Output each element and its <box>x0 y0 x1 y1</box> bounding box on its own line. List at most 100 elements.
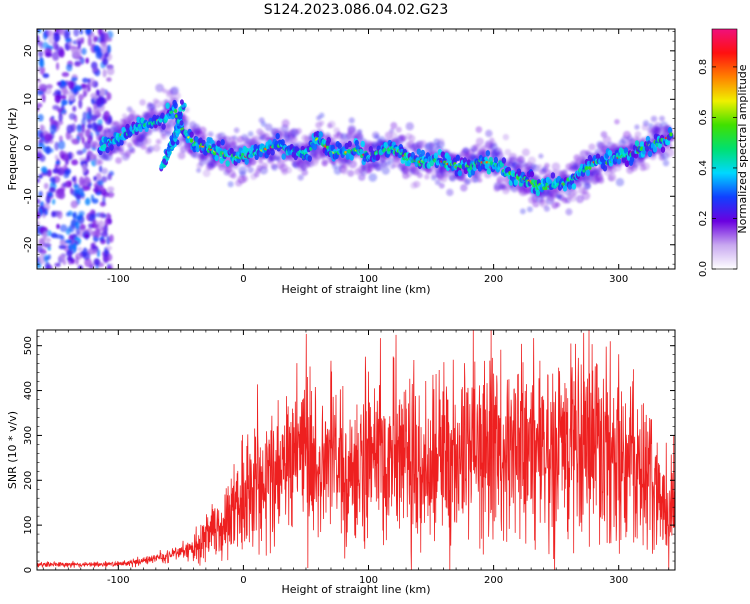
spectrogram-ridge-cell <box>326 137 331 144</box>
spectrogram-halo-cell <box>96 127 103 133</box>
spectrogram-noise-cell <box>61 99 68 106</box>
spectrogram-ridge-cell <box>281 153 286 160</box>
colorbar-frame <box>711 28 738 270</box>
spectrogram-noise-cell <box>85 57 90 64</box>
spectrogram-noise-cell <box>39 131 44 139</box>
spectrogram-halo-cell <box>147 145 154 153</box>
spectrogram-noise-cell <box>66 124 74 134</box>
spectrogram-noise-cell <box>103 115 108 122</box>
spectrogram-noise-cell <box>96 249 101 258</box>
spectrogram-ridge-core <box>192 142 196 147</box>
spectrogram-halo-cell <box>281 119 290 128</box>
spectrogram-noise-cell <box>92 248 98 255</box>
spectrogram-halo-cell <box>162 88 168 94</box>
spectrogram-halo-cell <box>504 148 512 156</box>
spectrogram-halo-cell <box>464 178 472 185</box>
spectrogram-halo-cell <box>607 173 617 182</box>
spectrogram-ridge-cell <box>550 172 556 179</box>
spectrogram-noise-cell <box>59 224 68 232</box>
spectrogram-ridge-cell <box>486 168 492 175</box>
spectrogram-noise-cell <box>82 77 89 83</box>
spectrogram-noise-cell <box>50 232 58 239</box>
spectrogram-ridge-cell <box>665 138 671 146</box>
spectrogram-halo-cell <box>115 157 122 164</box>
spectrogram-ytick-label: 10 <box>23 93 34 106</box>
spectrogram-ridge-cell <box>214 154 219 162</box>
spectrogram-branch-cell <box>179 99 184 105</box>
spectrogram-noise-cell <box>55 160 61 165</box>
spectrogram-ridge-cell <box>253 144 258 151</box>
spectrogram-noise-cell <box>106 77 112 82</box>
snr-axes: -100 0 100 200 300 0 100 200 300 400 500 <box>23 330 675 586</box>
spectrogram-ridge-cell <box>244 158 249 165</box>
spectrogram-noise-cell <box>102 48 107 54</box>
spectrogram-noise-cell <box>83 233 90 239</box>
spectrogram-noise-cell <box>94 185 98 195</box>
spectrogram-noise-cell <box>56 166 65 176</box>
spectrogram-halo-cell <box>233 127 240 133</box>
spectrogram-noise-cell <box>88 107 93 117</box>
spectrogram-noise-cell <box>49 124 57 134</box>
spectrogram-ytick-label: 20 <box>23 44 34 57</box>
spectrogram-halo-cell <box>650 115 658 123</box>
spectrogram-halo-cell <box>642 120 650 127</box>
spectrogram-noise-cell <box>95 51 103 60</box>
spectrogram-noise-cell <box>71 176 76 182</box>
spectrogram-noise-cell <box>45 52 53 58</box>
spectrogram-ridge-cell <box>312 143 317 151</box>
spectrogram-ridge-cell <box>161 123 166 130</box>
spectrogram-noise-cell <box>68 80 75 90</box>
spectrogram-ridge-cell <box>109 144 114 151</box>
snr-ytick-label: 200 <box>23 471 34 490</box>
spectrogram-noise-cell <box>45 237 52 243</box>
colorbar-tick-label: 0.0 <box>698 261 709 277</box>
spectrogram-branch-cell <box>179 120 184 126</box>
spectrogram-ridge-cell <box>383 141 388 149</box>
spectrogram-halo-cell <box>615 178 625 187</box>
spectrogram-noise-cell <box>45 194 51 205</box>
spectrogram-noise-cell <box>92 67 98 72</box>
spectrogram-noise-cell <box>78 157 87 162</box>
spectrogram-ridge-cell <box>165 102 170 109</box>
spectrogram-noise-cell <box>74 184 80 194</box>
spectrogram-ridge-core <box>655 142 659 147</box>
spectrogram-ridge-cell <box>119 139 124 146</box>
spectrogram-ridge-cell <box>623 147 629 154</box>
spectrogram-halo-cell <box>357 129 363 135</box>
spectrogram-halo-cell <box>562 169 568 175</box>
spectrogram-ridge-cell <box>160 112 165 120</box>
spectrogram-noise-cell <box>89 265 94 269</box>
spectrogram-noise-cell <box>91 143 97 149</box>
spectrogram-ridge-cell <box>657 142 663 149</box>
spectrogram-ridge-cell <box>220 139 225 146</box>
spectrogram-noise-cell <box>92 219 97 225</box>
spectrogram-ridge-cell <box>270 149 275 156</box>
spectrogram-noise-cell <box>93 103 97 110</box>
spectrogram-halo-cell <box>537 164 543 170</box>
spectrogram-noise-cell <box>109 234 114 243</box>
spectrogram-noise-cell <box>60 94 67 100</box>
spectrogram-ridge-cell <box>173 102 178 109</box>
spectrogram-noise-cell <box>51 210 56 218</box>
spectrogram-ytick-label: -10 <box>23 188 34 204</box>
spectrogram-halo-cell <box>502 133 510 141</box>
spectrogram-halo-cell <box>519 208 526 215</box>
spectrogram-noise-cell <box>51 198 56 205</box>
spectrogram-halo-cell <box>416 172 423 179</box>
spectrogram-ridge-cell <box>446 155 452 162</box>
spectrogram-halo-cell <box>207 131 214 138</box>
spectrogram-ridge-cell <box>105 146 110 154</box>
spectrogram-ridge-cell <box>607 149 613 157</box>
spectrogram-noise-cell <box>98 220 105 229</box>
spectrogram-noise-cell <box>102 57 109 66</box>
spectrogram-noise-cell <box>106 67 115 76</box>
spectrogram-ridge-cell <box>616 158 622 165</box>
spectrogram-noise-cell <box>42 73 50 79</box>
spectrogram-halo-cell <box>389 132 398 140</box>
spectrogram-halo-cell <box>477 177 483 183</box>
spectrogram-noise-cell <box>75 252 83 260</box>
spectrogram-halo-cell <box>340 132 348 140</box>
spectrogram-ridge-cell <box>602 165 608 172</box>
spectrogram-halo-cell <box>584 182 592 189</box>
